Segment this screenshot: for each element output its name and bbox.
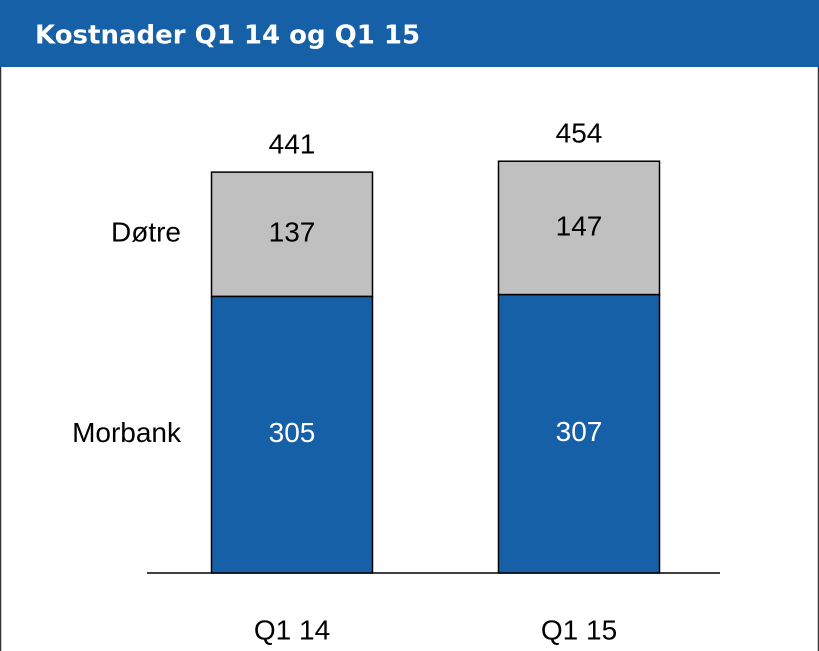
x-tick-label: Q1 15 <box>541 614 617 645</box>
header-band <box>0 0 819 67</box>
bar-segment <box>210 295 374 574</box>
total-label: 454 <box>556 118 603 149</box>
x-tick-label: Q1 14 <box>254 614 330 645</box>
chart-title: Kostnader Q1 14 og Q1 15 <box>35 21 420 51</box>
value-label: 307 <box>556 416 603 447</box>
bar-segment <box>210 171 374 298</box>
value-label: 147 <box>556 210 603 241</box>
bar-segment <box>497 293 661 574</box>
legend-label: Døtre <box>111 217 181 248</box>
legend-label: Morbank <box>72 417 182 448</box>
value-label: 305 <box>269 417 316 448</box>
bar-segment <box>497 160 661 296</box>
value-label: 137 <box>269 217 316 248</box>
total-label: 441 <box>269 128 316 159</box>
